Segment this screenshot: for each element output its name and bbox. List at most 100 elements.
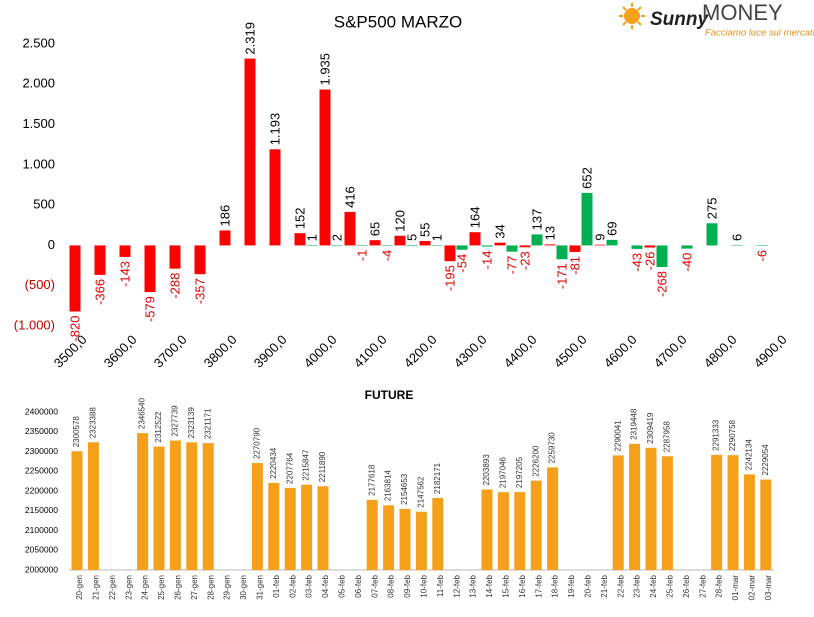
value-label: 2177618: [367, 464, 376, 496]
value-label: 186: [217, 205, 232, 227]
x-tick-label: 01-mar: [731, 575, 740, 601]
bar: [137, 433, 149, 570]
bar: [711, 454, 723, 570]
value-label: -579: [142, 296, 157, 322]
y-tick-label: 2100000: [25, 525, 58, 535]
value-label: 2327739: [171, 405, 180, 437]
bar: [415, 511, 427, 570]
x-tick-label: 19-feb: [567, 574, 576, 597]
logo-rays: [619, 3, 645, 29]
x-tick-label: 4000,0: [301, 332, 340, 371]
value-label: 1.193: [267, 113, 282, 146]
bar: [444, 245, 456, 262]
x-tick-label: 18-feb: [551, 574, 560, 597]
x-tick-label: 21-gen: [92, 575, 101, 600]
bar: [202, 443, 214, 570]
value-label: 2287958: [663, 421, 672, 453]
bar: [419, 240, 431, 246]
bar: [645, 447, 657, 570]
logo-sun: [624, 8, 640, 24]
x-tick-label: 25-feb: [666, 574, 675, 597]
x-tick-label: 4400,0: [501, 332, 540, 371]
bar: [494, 242, 506, 246]
bar: [284, 487, 296, 570]
x-tick-label: 13-feb: [469, 574, 478, 597]
bar: [456, 245, 468, 250]
value-label: 2300578: [72, 416, 81, 448]
bar: [544, 244, 556, 246]
bar: [556, 245, 568, 260]
x-tick-label: 31-gen: [256, 575, 265, 600]
y-tick-label: 2150000: [25, 505, 58, 515]
chart-title: S&P500 MARZO: [334, 12, 463, 31]
y-tick-label: 2200000: [25, 485, 58, 495]
x-tick-label: 02-feb: [288, 574, 297, 597]
value-label: -4: [379, 250, 394, 262]
value-label: -143: [117, 261, 132, 287]
bar: [497, 492, 509, 570]
y-tick-label: 2050000: [25, 545, 58, 555]
value-label: 2.319: [242, 22, 257, 55]
value-label: 2207764: [285, 452, 294, 484]
value-label: -195: [442, 265, 457, 291]
value-label: -288: [167, 273, 182, 299]
x-tick-label: 4800,0: [701, 332, 740, 371]
bar: [629, 443, 641, 570]
bar: [144, 245, 156, 293]
x-tick-label: 28-gen: [206, 575, 215, 600]
y-tick-label: 2000000: [25, 564, 58, 574]
x-tick-label: 3600,0: [101, 332, 140, 371]
value-label: 1: [429, 234, 444, 241]
bar: [301, 484, 313, 570]
x-tick-label: 20-gen: [75, 575, 84, 600]
x-tick-label: 25-gen: [157, 575, 166, 600]
value-label: 9: [592, 233, 607, 240]
bar: [94, 245, 106, 275]
value-label: 2203893: [482, 454, 491, 486]
bar: [169, 245, 181, 269]
value-label: 65: [367, 222, 382, 236]
bar: [317, 486, 329, 570]
bar: [656, 245, 668, 268]
value-label: 2321171: [203, 408, 212, 439]
x-tick-label: 09-feb: [403, 574, 412, 597]
x-tick-label: 27-feb: [698, 574, 707, 597]
value-label: -171: [554, 263, 569, 289]
x-tick-label: 26-feb: [682, 574, 691, 597]
y-tick-label: (500): [25, 277, 55, 292]
x-tick-label: 10-feb: [420, 574, 429, 597]
bar: [268, 482, 280, 570]
bar: [631, 245, 643, 249]
value-label: 1.935: [317, 53, 332, 86]
x-tick-label: 28-feb: [715, 574, 724, 597]
value-label: 2197046: [499, 456, 508, 488]
x-tick-label: 23-feb: [633, 574, 642, 597]
bar: [519, 245, 531, 248]
value-label: 2: [329, 234, 344, 241]
bar: [756, 245, 768, 246]
x-tick-label: 27-gen: [190, 575, 199, 600]
bar: [356, 245, 368, 246]
value-label: -77: [504, 256, 519, 275]
value-label: 34: [492, 224, 507, 238]
bar: [381, 245, 393, 246]
value-label: 2309419: [646, 412, 655, 444]
value-label: 2259730: [548, 432, 557, 464]
y-tick-label: 2300000: [25, 446, 58, 456]
x-tick-label: 24-gen: [141, 575, 150, 600]
y-tick-label: 2250000: [25, 466, 58, 476]
x-tick-label: 3900,0: [251, 332, 290, 371]
bar: [431, 245, 443, 246]
value-label: 6: [729, 234, 744, 241]
value-label: 2220434: [269, 447, 278, 479]
x-tick-label: 20-feb: [584, 574, 593, 597]
bar: [569, 245, 581, 252]
x-tick-label: 17-feb: [534, 574, 543, 597]
bar: [743, 474, 755, 570]
value-label: 164: [467, 207, 482, 229]
bar: [394, 235, 406, 246]
bar: [760, 479, 772, 570]
value-label: 2290758: [728, 419, 737, 451]
x-tick-label: 30-gen: [239, 575, 248, 600]
value-label: -40: [679, 253, 694, 272]
